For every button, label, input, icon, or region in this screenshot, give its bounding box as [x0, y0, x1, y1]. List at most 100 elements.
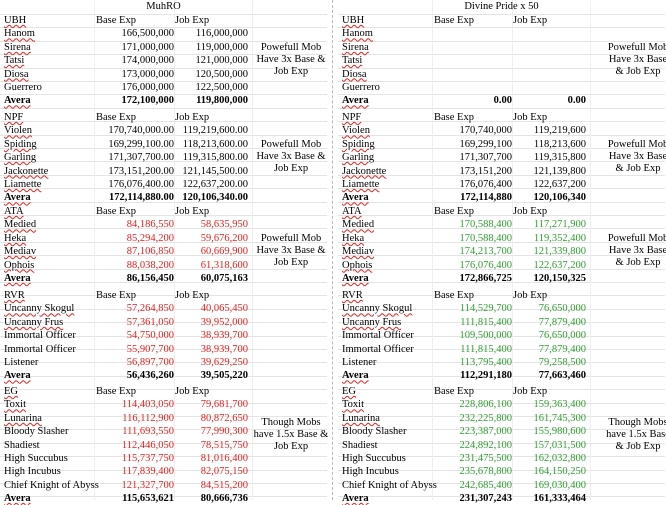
mob-name: High Incubus — [4, 466, 61, 478]
job-exp-value: 78,515,750 — [200, 439, 248, 451]
average-label: Avera — [4, 370, 31, 382]
mob-name: Bloody Slasher — [342, 426, 407, 438]
base-exp-value: 111,815,400 — [460, 316, 512, 328]
section-note: Though Mobs have 1.5x Base & Job Exp — [253, 416, 329, 452]
grid-line — [0, 121, 327, 122]
job-exp-value: 82,075,150 — [200, 466, 248, 478]
base-exp-header: Base Exp — [434, 386, 474, 397]
grid-line — [0, 309, 327, 310]
section-name: RVR — [342, 290, 363, 301]
grid-line — [0, 295, 327, 296]
job-exp-value: 77,990,300 — [200, 426, 248, 438]
mob-name: Diosa — [4, 68, 29, 80]
section-note: Powefull Mob Have 3x Base & Job Exp — [256, 233, 326, 269]
job-exp-value: 76,650,000 — [538, 303, 586, 315]
job-exp-value: 119,219,600.00 — [182, 125, 248, 137]
base-exp-value: 242,685,400 — [459, 479, 513, 491]
job-exp-value: 155,980,600 — [533, 426, 587, 438]
job-exp-value: 159,363,400 — [533, 399, 587, 411]
grid-line — [0, 54, 327, 55]
job-exp-value: 122,637,200.00 — [182, 179, 248, 190]
grid-line — [0, 242, 327, 243]
job-exp-value: 164,150,250 — [533, 466, 587, 478]
section-name: UBH — [342, 15, 365, 26]
grid-line — [338, 27, 665, 28]
grid-line — [338, 416, 665, 417]
grid-line — [338, 94, 665, 95]
mob-name: Uncanny Skogul — [4, 303, 75, 315]
section-name: ATA — [4, 206, 24, 217]
grid-line — [0, 41, 327, 42]
base-exp-header: Base Exp — [96, 386, 136, 397]
mob-name: Listener — [4, 357, 39, 368]
job-exp-value: 121,339,800 — [533, 246, 587, 258]
base-exp-value: 173,151,200.00 — [108, 165, 174, 177]
mob-name: Lunarina — [4, 412, 42, 424]
grid-line — [0, 349, 327, 350]
grid-column-line — [512, 0, 513, 500]
base-exp-value: 84,186,550 — [126, 219, 174, 231]
muhro-panel: MuhRO UBH Base Exp Job Exp Hanom 166,500,000 1… — [0, 0, 329, 504]
grid-line — [0, 255, 327, 256]
grid-line — [0, 429, 327, 430]
mob-name: Jackonette — [342, 165, 387, 177]
mob-name: Tatsi — [4, 55, 25, 67]
job-exp-value: 118,213,600 — [533, 138, 586, 150]
grid-line — [0, 14, 327, 15]
job-exp-value: 122,637,200 — [533, 179, 587, 190]
grid-column-line — [590, 0, 591, 500]
base-exp-value: 88,038,200 — [126, 259, 174, 271]
job-exp-value: 118,213,600.00 — [182, 138, 248, 150]
job-exp-value — [514, 28, 586, 40]
average-base-exp: 172,100,000 — [121, 95, 175, 107]
grid-line — [338, 215, 665, 216]
grid-line — [0, 456, 327, 457]
job-exp-value: 61,318,600 — [200, 259, 248, 271]
grid-line — [338, 148, 665, 149]
job-exp-header: Job Exp — [513, 15, 548, 26]
mob-name: Garling — [4, 152, 37, 164]
mob-name: Liamette — [4, 179, 42, 190]
divine-pride-panel: Divine Pride x 50 UBH Base Exp Job Exp Hanom… — [338, 0, 666, 504]
base-exp-header: Base Exp — [96, 290, 136, 301]
base-exp-value: 109,500,000 — [459, 330, 513, 342]
job-exp-value: 117,271,900 — [533, 219, 586, 231]
grid-line — [338, 135, 665, 136]
job-exp-value: 76,650,000 — [538, 330, 586, 342]
mob-name: Sirena — [342, 41, 369, 53]
mob-name: High Succubus — [342, 453, 406, 464]
grid-line — [338, 121, 665, 122]
job-exp-value: 40,065,450 — [200, 303, 248, 315]
base-exp-value — [434, 55, 512, 67]
base-exp-value: 87,106,850 — [126, 246, 174, 258]
base-exp-value: 114,403,050 — [121, 399, 174, 411]
panel-separator — [332, 0, 333, 500]
base-exp-value: 57,264,850 — [126, 303, 174, 315]
average-base-exp: 56,436,260 — [126, 370, 174, 382]
mob-name: Diosa — [342, 68, 367, 80]
average-job-exp: 119,800,000 — [196, 95, 248, 107]
grid-line — [338, 295, 665, 296]
grid-line — [0, 27, 327, 28]
base-exp-value: 232,225,800 — [459, 412, 513, 424]
grid-line — [0, 68, 327, 69]
average-label: Avera — [342, 273, 369, 284]
base-exp-value — [434, 69, 512, 81]
mob-name: Immortal Officer — [4, 330, 76, 342]
left-panel-title: MuhRO — [146, 1, 181, 12]
mob-name: Immortal Officer — [342, 343, 414, 355]
mob-name: High Incubus — [342, 466, 399, 478]
mob-name: Lunarina — [342, 412, 380, 424]
grid-line — [338, 269, 665, 270]
mob-name: Guerrero — [342, 82, 380, 93]
average-base-exp: 172,114,880.00 — [108, 192, 174, 204]
average-job-exp: 80,666,736 — [200, 493, 248, 505]
mob-name: Liamette — [342, 179, 380, 190]
grid-line — [0, 188, 327, 189]
average-label: Avera — [4, 192, 31, 204]
mob-name: Uncanny Skogul — [342, 303, 413, 315]
grid-line — [338, 496, 665, 497]
job-exp-value: 58,635,950 — [200, 219, 248, 231]
mob-name: Ophois — [4, 259, 35, 271]
grid-line — [0, 94, 327, 95]
